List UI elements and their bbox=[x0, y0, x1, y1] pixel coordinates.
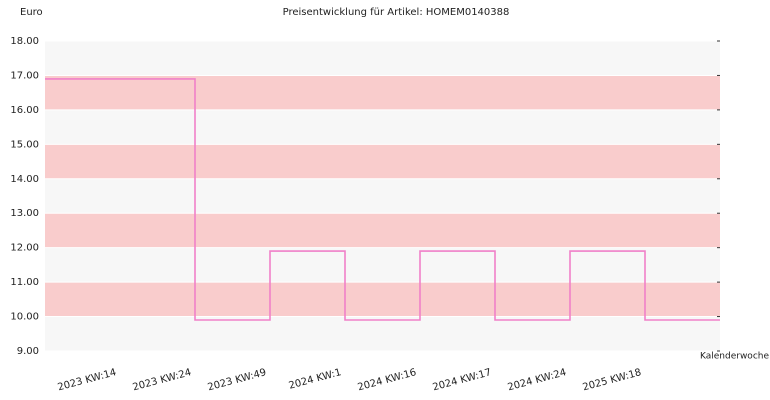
x-tick-label: 2024 KW:1 bbox=[288, 367, 343, 392]
y-tick-label: 17.00 bbox=[10, 70, 39, 81]
y-tick-label: 16.00 bbox=[10, 105, 39, 116]
x-tick-label: 2024 KW:17 bbox=[432, 367, 493, 393]
grid-band bbox=[45, 41, 720, 76]
grid-band bbox=[45, 109, 720, 145]
grid-band bbox=[45, 144, 720, 179]
x-axis-label: Kalenderwoche bbox=[700, 352, 769, 362]
x-tick-label: 2024 KW:24 bbox=[507, 367, 568, 393]
y-axis-label: Euro bbox=[20, 7, 43, 18]
y-tick-label: 12.00 bbox=[10, 243, 39, 254]
grid-band bbox=[45, 178, 720, 214]
grid-band bbox=[45, 247, 720, 283]
x-tick-label: 2023 KW:49 bbox=[207, 367, 268, 393]
y-tick-label: 18.00 bbox=[10, 36, 39, 47]
y-tick-label: 15.00 bbox=[10, 139, 39, 150]
grid-band bbox=[45, 316, 720, 351]
chart-title: Preisentwicklung für Artikel: HOMEM01403… bbox=[283, 7, 510, 18]
grid-band bbox=[45, 213, 720, 248]
y-tick-label: 11.00 bbox=[10, 277, 39, 288]
x-tick-label: 2024 KW:16 bbox=[357, 367, 418, 393]
x-tick-label: 2025 KW:18 bbox=[582, 367, 643, 393]
grid-band bbox=[45, 75, 720, 110]
grid-band bbox=[45, 282, 720, 317]
price-line bbox=[45, 78, 720, 321]
y-tick-label: 13.00 bbox=[10, 208, 39, 219]
y-tick-label: 9.00 bbox=[17, 346, 39, 357]
y-tick-label: 10.00 bbox=[10, 312, 39, 323]
x-tick-label: 2023 KW:24 bbox=[132, 367, 193, 393]
y-tick-label: 14.00 bbox=[10, 174, 39, 185]
x-tick-label: 2023 KW:14 bbox=[57, 367, 118, 393]
